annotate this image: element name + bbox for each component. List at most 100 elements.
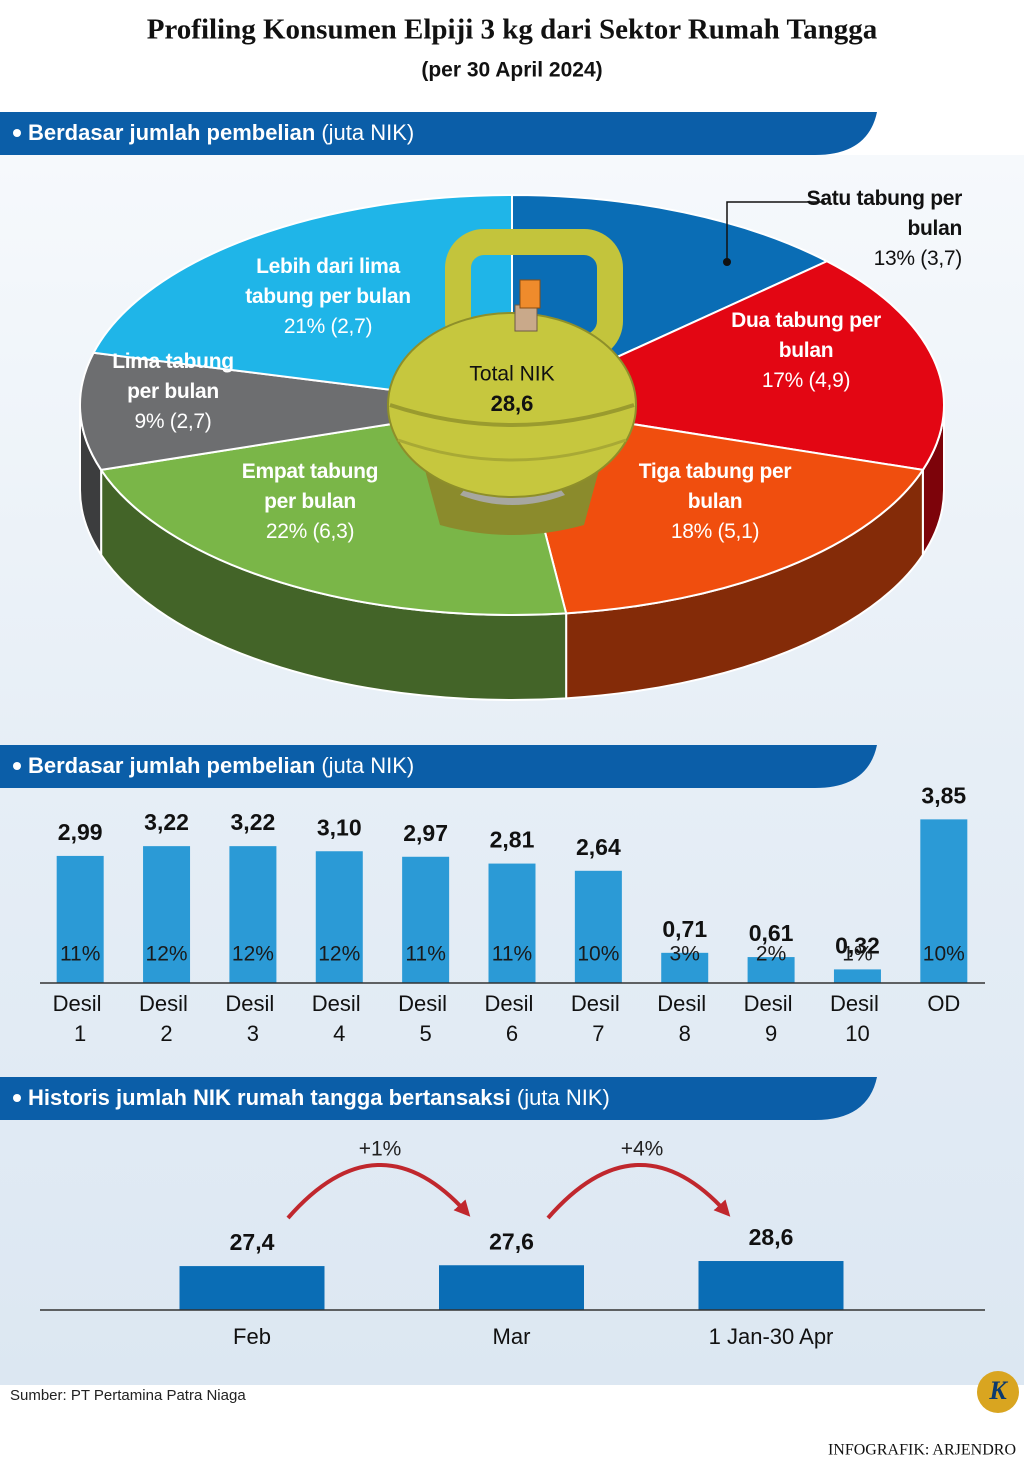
bar — [833, 969, 881, 983]
center-value: 28,6 — [491, 391, 534, 416]
share-label: 3% — [670, 943, 700, 966]
section-title: Historis jumlah NIK rumah tangga bertans… — [28, 1085, 610, 1110]
header-band — [0, 745, 877, 788]
x-tick-label: Desil 4 — [312, 991, 367, 1046]
x-tick-label: 1 Jan-30 Apr — [709, 1324, 834, 1349]
value-label: 2,81 — [490, 827, 535, 853]
value-label: 2,64 — [576, 834, 621, 860]
slice-value: 9% (2,7) — [134, 410, 212, 433]
value-label: 2,97 — [403, 820, 448, 846]
bar-chart: 27,4 Feb 27,6 Mar 28,6 1 Jan-30 Apr — [40, 1224, 985, 1349]
bar — [574, 870, 622, 983]
x-tick-label: Desil 3 — [225, 991, 280, 1046]
slice-label: Satu tabung per bulan 13% (3,7) — [792, 184, 963, 274]
x-tick-label: Desil 5 — [398, 991, 453, 1046]
gas-cylinder: Total NIK 28,6 — [387, 229, 637, 535]
slice-value: 17% (4,9) — [761, 369, 851, 392]
bar — [698, 1261, 844, 1310]
valve — [514, 304, 538, 332]
slice-value: 21% (2,7) — [283, 315, 373, 338]
slice-name: Dua tabung per bulan — [731, 309, 881, 362]
slice-name: Empat tabung per bulan — [241, 460, 379, 513]
cylinder-body — [387, 312, 637, 498]
bar — [229, 846, 277, 983]
share-label: 2% — [756, 943, 786, 966]
value-label: 2,99 — [58, 819, 103, 845]
annotation: +4% — [621, 1138, 664, 1161]
slice-name: Lebih dari lima tabung per bulan — [245, 255, 411, 308]
bar — [143, 846, 191, 983]
x-tick-label: Desil 6 — [484, 991, 539, 1046]
header-band — [0, 112, 877, 155]
slice-label: Lima tabung per bulan 9% (2,7) — [98, 347, 248, 437]
section-unit: (juta NIK) — [517, 1085, 610, 1110]
x-tick-label: Desil 1 — [53, 991, 108, 1046]
slice-label: Dua tabung per bulan 17% (4,9) — [726, 306, 886, 396]
value-label: 3,22 — [144, 809, 189, 835]
bar — [56, 855, 104, 983]
value-label: 3,22 — [231, 809, 276, 835]
leader-dot — [723, 258, 731, 266]
slice-value: 13% (3,7) — [873, 247, 963, 270]
value-label: 27,4 — [230, 1229, 275, 1255]
x-tick-label: Desil 8 — [657, 991, 712, 1046]
valve-cap — [519, 279, 541, 309]
x-tick-label: Desil 2 — [139, 991, 194, 1046]
section-title: Berdasar jumlah pembelian (juta NIK) — [28, 120, 414, 145]
section-header: Berdasar jumlah pembelian (juta NIK) — [0, 745, 877, 788]
slice-value: 18% (5,1) — [670, 520, 760, 543]
section-header: Berdasar jumlah pembelian (juta NIK) — [0, 112, 877, 155]
share-label: 10% — [923, 943, 965, 966]
logo — [977, 1371, 1019, 1413]
section-unit: (juta NIK) — [321, 120, 414, 145]
slice-name: Lima tabung per bulan — [112, 350, 234, 403]
slice-label: Empat tabung per bulan 22% (6,3) — [225, 457, 395, 547]
x-tick-label: Desil 10 — [830, 991, 885, 1046]
title: Profiling Konsumen Elpiji 3 kg dari Sekt… — [147, 14, 878, 46]
value-label: 28,6 — [749, 1224, 794, 1250]
bar — [661, 952, 709, 983]
header-band — [0, 1077, 877, 1120]
share-label: 11% — [492, 943, 532, 966]
value-label: 3,10 — [317, 814, 362, 840]
change-arrow — [546, 1163, 731, 1220]
section-name: Berdasar jumlah pembelian — [28, 753, 315, 778]
section-name: Berdasar jumlah pembelian — [28, 120, 315, 145]
slice-name: Satu tabung per bulan — [806, 187, 963, 240]
x-tick-label: Mar — [493, 1324, 531, 1349]
bar-chart: 2,99 11% Desil 1 3,22 12% Desil 2 3,22 12% Desil… — [40, 782, 985, 1046]
share-label: 11% — [60, 943, 100, 966]
slice-value: 22% (6,3) — [265, 520, 355, 543]
bar — [402, 856, 450, 983]
bar — [179, 1266, 325, 1310]
leader-line — [726, 201, 825, 262]
share-label: 11% — [405, 943, 445, 966]
value-label: 0,61 — [749, 920, 794, 946]
section-title: Berdasar jumlah pembelian (juta NIK) — [28, 753, 414, 778]
share-label: 10% — [577, 943, 619, 966]
slice-label: Lebih dari lima tabung per bulan 21% (2,7… — [221, 252, 436, 342]
center-label: Total NIK — [469, 363, 554, 386]
bullet — [13, 1094, 21, 1102]
slice-label: Tiga tabung per bulan 18% (5,1) — [635, 457, 795, 547]
logo-letter: K — [988, 1376, 1008, 1405]
x-tick-label: OD — [927, 991, 960, 1016]
credit: INFOGRAFIK: ARJENDRO — [828, 1442, 1016, 1459]
bullet — [13, 129, 21, 137]
source: Sumber: PT Pertamina Patra Niaga — [10, 1387, 246, 1404]
pie-slice — [92, 193, 513, 407]
x-tick-label: Feb — [233, 1324, 271, 1349]
slice-name: Tiga tabung per bulan — [638, 460, 792, 513]
share-label: 12% — [146, 943, 188, 966]
subtitle: (per 30 April 2024) — [421, 59, 602, 82]
bar — [488, 863, 536, 983]
section-unit: (juta NIK) — [321, 753, 414, 778]
bullet — [13, 762, 21, 770]
share-label: 12% — [232, 943, 274, 966]
x-tick-label: Desil 7 — [571, 991, 626, 1046]
annotation: +1% — [359, 1138, 402, 1161]
pie-slice — [79, 351, 513, 471]
share-label: 12% — [318, 943, 360, 966]
change-arrow — [286, 1163, 471, 1220]
